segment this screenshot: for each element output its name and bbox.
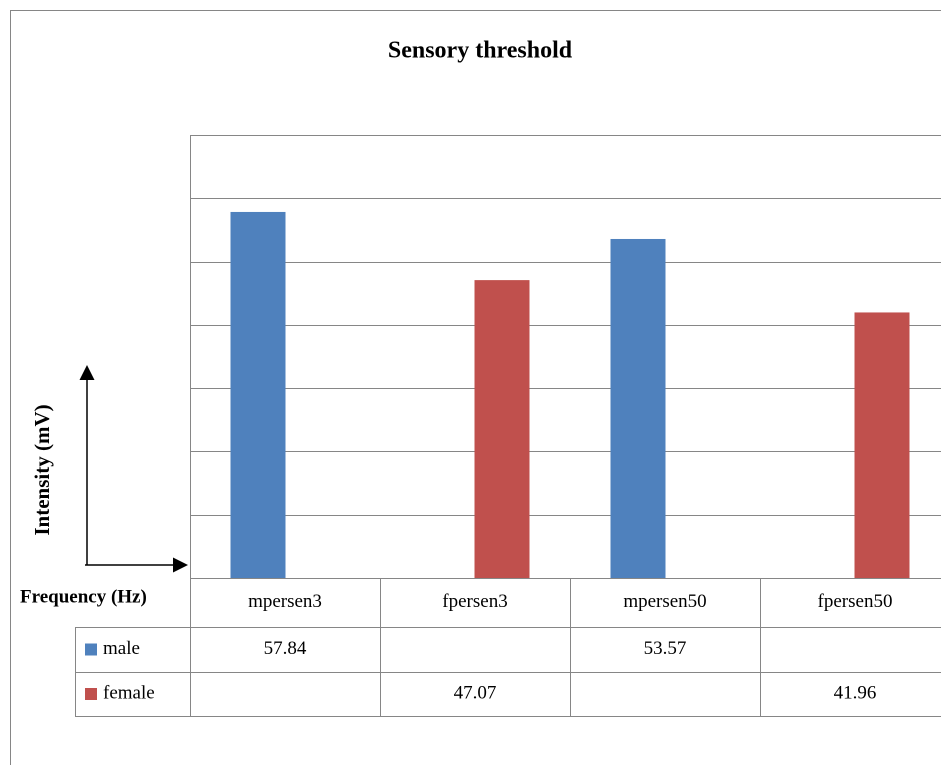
y-axis-label: Intensity (mV) xyxy=(30,404,54,535)
bar xyxy=(854,312,910,578)
legend-key xyxy=(85,643,97,656)
x-tick-label: fpersen50 xyxy=(818,591,893,612)
x-tick-label: fpersen3 xyxy=(442,591,507,612)
legend-label: female xyxy=(103,682,155,703)
legend-label: male xyxy=(103,638,140,659)
data-table-value: 53.57 xyxy=(644,638,687,659)
x-tick-label: mpersen3 xyxy=(248,591,322,612)
data-table-value: 57.84 xyxy=(264,638,307,659)
x-tick-label: mpersen50 xyxy=(623,591,706,612)
bar xyxy=(230,211,286,578)
bar xyxy=(610,238,666,578)
legend-key xyxy=(85,688,97,700)
bar xyxy=(474,280,530,578)
x-axis-label: Frequency (Hz) xyxy=(20,586,147,607)
chart-frame xyxy=(10,10,941,765)
chart-title: Sensory threshold xyxy=(388,38,573,64)
data-table-value: 47.07 xyxy=(454,682,497,703)
data-table-value: 41.96 xyxy=(834,682,877,703)
